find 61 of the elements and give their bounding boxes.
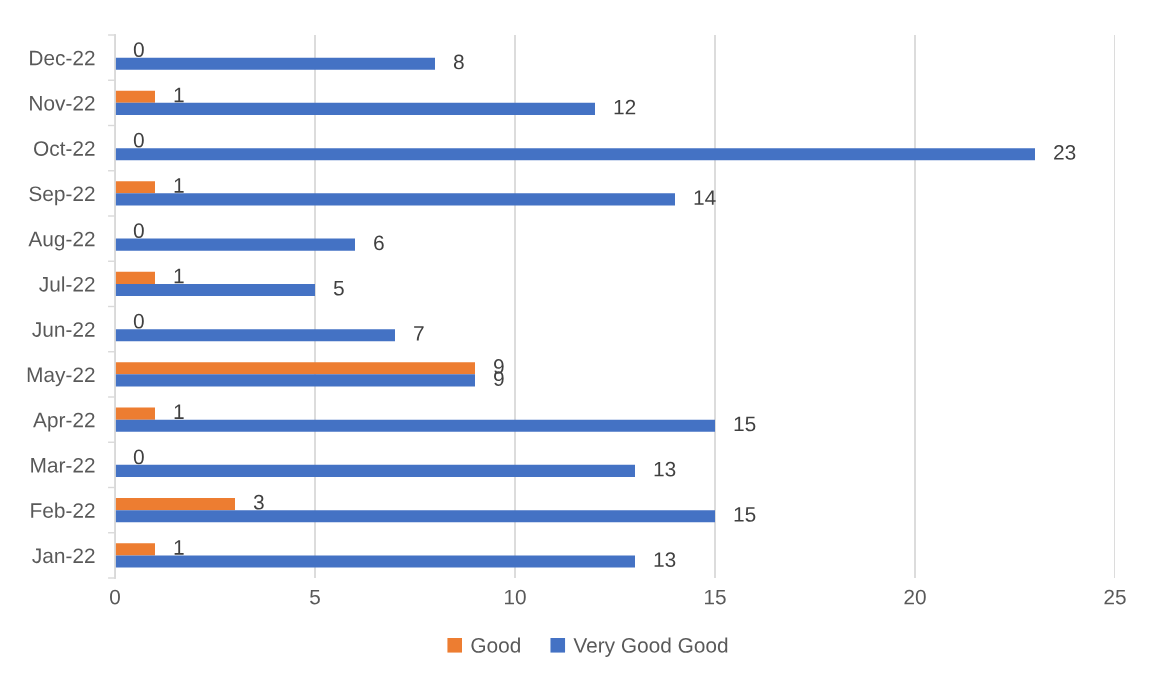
data-label: 1 [174, 87, 184, 103]
bar [115, 374, 475, 387]
bar [115, 181, 155, 194]
data-label: 23 [1054, 145, 1076, 160]
bar [115, 329, 395, 342]
data-label: 1 [174, 268, 184, 284]
x-tick-label: 25 [1104, 589, 1126, 605]
data-label: 8 [453, 54, 464, 70]
y-tick-label: Sep-22 [29, 186, 95, 206]
bar [115, 271, 155, 284]
bar [115, 555, 635, 568]
data-label: 7 [414, 326, 424, 341]
y-tick-label: Mar-22 [31, 457, 95, 473]
y-tick-label: Dec-22 [30, 50, 95, 66]
data-label: 14 [694, 190, 716, 205]
data-label: 1 [174, 540, 184, 555]
data-label: 0 [133, 42, 144, 58]
x-tick-label: 0 [110, 589, 120, 605]
data-label: 15 [734, 416, 756, 432]
data-label: 0 [133, 313, 144, 329]
y-tick-label: Aug-22 [28, 231, 95, 251]
data-label: 13 [654, 552, 676, 568]
bar [115, 543, 155, 556]
y-tick-label: Jan-22 [32, 548, 95, 564]
x-tick-label: 10 [505, 589, 526, 605]
data-label: 3 [253, 494, 264, 510]
data-label: 1 [174, 178, 184, 193]
bar [115, 362, 475, 375]
bar [115, 148, 1035, 161]
y-tick-label: May-22 [27, 367, 95, 387]
y-tick-label: Apr-22 [33, 412, 95, 432]
data-label: 12 [614, 99, 636, 115]
bar [115, 419, 715, 432]
bar [115, 464, 635, 478]
data-label: 6 [374, 235, 384, 251]
y-tick-label: Jul-22 [39, 276, 95, 292]
bar [115, 57, 435, 70]
bar [115, 102, 595, 116]
bar [115, 407, 155, 420]
bar [115, 193, 675, 206]
y-tick-label: Nov-22 [30, 95, 95, 111]
y-tick-label: Oct-22 [34, 141, 95, 156]
data-label: 0 [133, 132, 144, 148]
data-label: 0 [133, 449, 144, 465]
bar [115, 283, 315, 297]
x-tick-label: 20 [904, 589, 926, 605]
data-label: 5 [333, 281, 344, 296]
y-tick-label: Feb-22 [31, 502, 95, 518]
data-label: 13 [654, 461, 676, 477]
bar [115, 90, 155, 103]
x-tick-label: 5 [310, 589, 320, 605]
data-label: 15 [734, 507, 756, 522]
legend-label: Good [471, 637, 520, 653]
legend-label: Very Good Good [573, 637, 728, 657]
data-label: 0 [133, 223, 144, 239]
bar [115, 238, 355, 251]
bar [115, 510, 715, 523]
y-tick-label: Jun-22 [32, 322, 95, 337]
bar [115, 497, 235, 511]
data-label: 1 [174, 404, 184, 419]
x-tick-label: 15 [705, 589, 726, 605]
